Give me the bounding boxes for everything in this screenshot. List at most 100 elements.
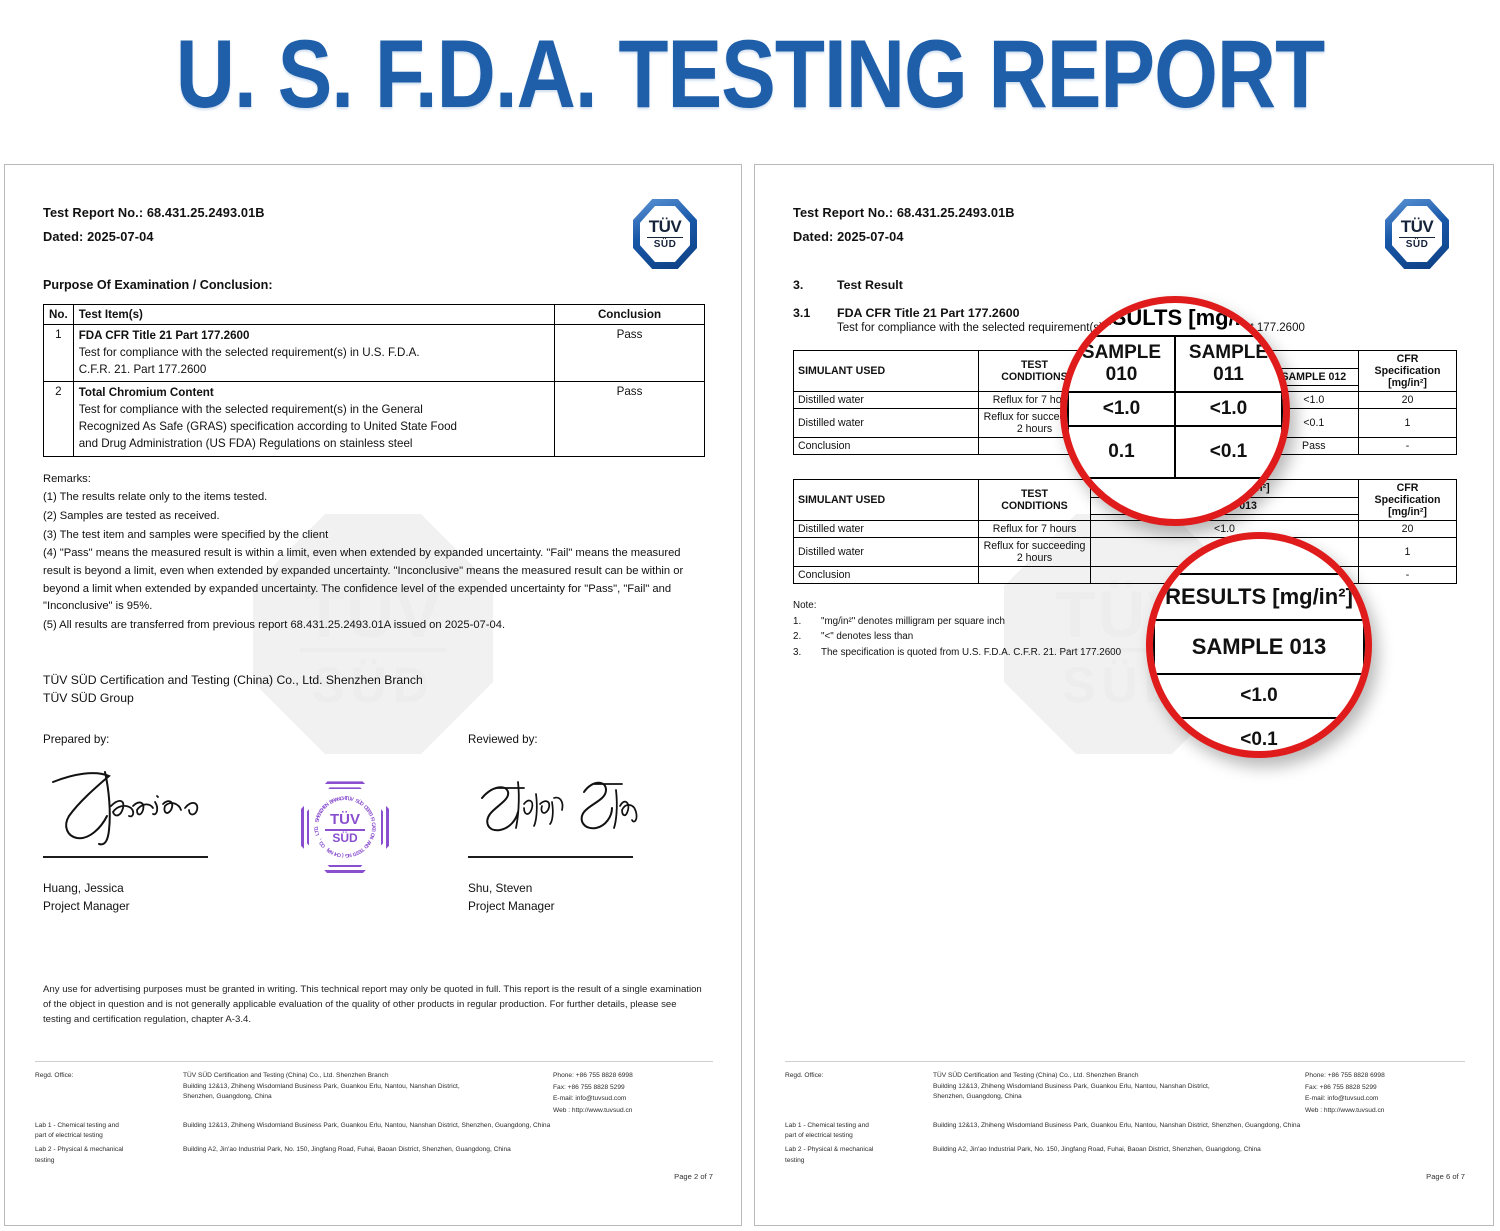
t2-r1-value: <1.0 [1090,520,1359,538]
magnifier-callout-samples-010-011: RESULTS [mg/in²] SAMPLE 010 SAMPLE 011 <… [1060,296,1290,526]
section-3-title: Test Result [837,278,903,292]
t2-col-cfr: CFR Specification [mg/in²] [1358,479,1457,521]
section-3-heading: 3. Test Result [793,278,1457,292]
note-text: "mg/in²" denotes milligram per square in… [821,615,1005,627]
logo-tuv-text: TÜV [1400,217,1434,236]
footer-divider [35,1061,713,1062]
right-report-date: Dated: 2025-07-04 [793,229,904,244]
t2-cond-l1: TEST [1020,488,1049,500]
t1-cond-l1: TEST [1020,359,1049,371]
reviewed-by-column: Reviewed by: [468,733,708,915]
mag2-table: RESULTS [mg/in²] SAMPLE 013 <1.0 <0.1 [1153,573,1365,751]
note-number: 2. [793,631,802,643]
reviewed-by-name: Shu, Steven [468,881,533,896]
document-page-left[interactable]: TÜV SÜD TÜV SÜD Test Report No.: 68.431.… [4,164,742,1226]
tuv-sud-logo-icon: TÜV SÜD [1385,199,1449,269]
mag1-r1-c2: <1.0 [1174,391,1283,427]
footer-phone: Phone: +86 755 8828 6998 [553,1072,633,1079]
stamp-sud-text: SÜD [332,831,358,846]
t1-r2-simulant: Distilled water [793,408,979,438]
test-item-line: and Drug Administration (US FDA) Regulat… [78,436,413,450]
magnifier-callout-sample-013: RESULTS [mg/in²] SAMPLE 013 <1.0 <0.1 [1146,532,1372,758]
footer-lab2-address: Building A2, Jin'ao Industrial Park, No.… [183,1146,511,1154]
note-item: 1. "mg/in²" denotes milligram per square… [793,614,1457,630]
signature-section: Prepared by: Huang, Jess [43,733,705,948]
row-test-item: Total Chromium Content Test for complian… [72,381,556,457]
remarks-block: Remarks: (1) The results relate only to … [43,471,705,635]
footer-web[interactable]: Web : http://www.tuvsud.cn [1305,1107,1385,1115]
mag1-r2-c1: 0.1 [1067,425,1176,479]
table-row: Conclusion Pass Pass Pass - [793,437,1457,455]
t2-r2-conditions: Reflux for succeeding 2 hours [978,537,1091,567]
remark-item: (3) The test item and samples were speci… [43,528,329,541]
footer-web[interactable]: Web : http://www.tuvsud.cn [553,1107,633,1115]
mag1-r2-c2: <0.1 [1174,425,1283,479]
notes-heading: Note: [793,600,817,611]
footer-lab1-address: Building 12&13, Zhiheng Wisdomland Busin… [183,1121,551,1129]
right-footer: Regd. Office: TÜV SÜD Certification and … [785,1071,1465,1181]
right-report-number: Test Report No.: 68.431.25.2493.01B [793,205,1015,220]
t2-r3-conditions [978,566,1091,584]
company-block: TÜV SÜD Certification and Testing (China… [43,671,705,708]
prepared-by-signature [43,746,283,859]
footer-email[interactable]: E-mail: info@tuvsud.com [1305,1095,1379,1103]
reviewed-by-role: Project Manager [468,899,555,914]
remarks-heading: Remarks: [43,472,91,485]
row-conclusion: Pass [554,381,705,457]
left-footer: Regd. Office: TÜV SÜD Certification and … [35,1071,713,1181]
mag1-sample-010-l1: SAMPLE [1081,342,1162,363]
footer-regd-label: Regd. Office: [35,1072,74,1079]
mag1-row-1: <1.0 <1.0 [1067,391,1283,427]
t1-cfr-l1: CFR [1396,353,1419,365]
t2-cfr-l2: Specification [1374,494,1441,506]
note-item: 3. The specification is quoted from U.S.… [793,645,1457,661]
mag2-results-header: RESULTS [mg/in²] [1153,573,1365,621]
t1-r3-cfr: - [1358,437,1457,455]
mag2-value-1: <1.0 [1153,673,1365,719]
t2-r1-simulant: Distilled water [793,520,979,538]
test-item-line: C.F.R. 21. Part 177.2600 [78,362,207,376]
test-item-title: Total Chromium Content [78,386,214,400]
t2-r3-conclusion-label: Conclusion [793,566,979,584]
left-page-number: Page 2 of 7 [674,1172,713,1181]
report-banner: U. S. F.D.A. TESTING REPORT [0,0,1500,150]
t2-r2-cfr: 1 [1358,537,1457,567]
company-line-1: TÜV SÜD Certification and Testing (China… [43,672,423,687]
test-item-line: Test for compliance with the selected re… [78,403,423,417]
test-item-line: Test for compliance with the selected re… [78,345,420,359]
col-conclusion: Conclusion [554,304,705,325]
t2-r3-cfr: - [1358,566,1457,584]
section-3-number: 3. [793,278,804,292]
prepared-by-name: Huang, Jessica [43,881,124,896]
left-report-number: Test Report No.: 68.431.25.2493.01B [43,205,265,220]
remark-item: (5) All results are transferred from pre… [43,619,506,632]
mag1-table: SAMPLE 010 SAMPLE 011 <1.0 <1.0 0.1 <0.1 [1067,335,1283,479]
left-disclaimer: Any use for advertising purposes must be… [43,984,702,1025]
t2-cfr-l1: CFR [1396,482,1419,494]
t2-r1-cfr: 20 [1358,520,1457,538]
note-number: 1. [793,615,802,627]
prepared-by-role: Project Manager [43,899,130,914]
footer-fax: Fax: +86 755 8828 5299 [553,1083,625,1091]
row-no: 1 [43,323,74,383]
test-item-title: FDA CFR Title 21 Part 177.2600 [78,329,250,342]
row-no: 2 [43,381,74,457]
table-row: 2 Total Chromium Content Test for compli… [43,381,705,457]
t2-col-simulant: SIMULANT USED [793,479,979,521]
prepared-by-column: Prepared by: Huang, Jess [43,733,283,915]
remark-item: (1) The results relate only to the items… [43,491,268,504]
footer-email[interactable]: E-mail: info@tuvsud.com [553,1095,627,1103]
notes-block: Note: 1. "mg/in²" denotes milligram per … [793,598,1457,661]
mag2-sample-013: SAMPLE 013 [1153,619,1365,675]
company-line-2: TÜV SÜD Group [43,691,134,706]
col-test-items: Test Item(s) [72,304,556,325]
mag1-sample-011-l2: 011 [1213,364,1244,385]
test-item-line: Recognized As Safe (GRAS) specification … [78,419,457,433]
prepared-by-label: Prepared by: [43,733,110,747]
t1-col-simulant: SIMULANT USED [793,350,979,392]
t1-r2-cfr: 1 [1358,408,1457,438]
row-test-item: FDA CFR Title 21 Part 177.2600 Test for … [72,323,556,383]
t1-r1-simulant: Distilled water [793,391,979,409]
purpose-heading: Purpose Of Examination / Conclusion: [43,278,273,292]
